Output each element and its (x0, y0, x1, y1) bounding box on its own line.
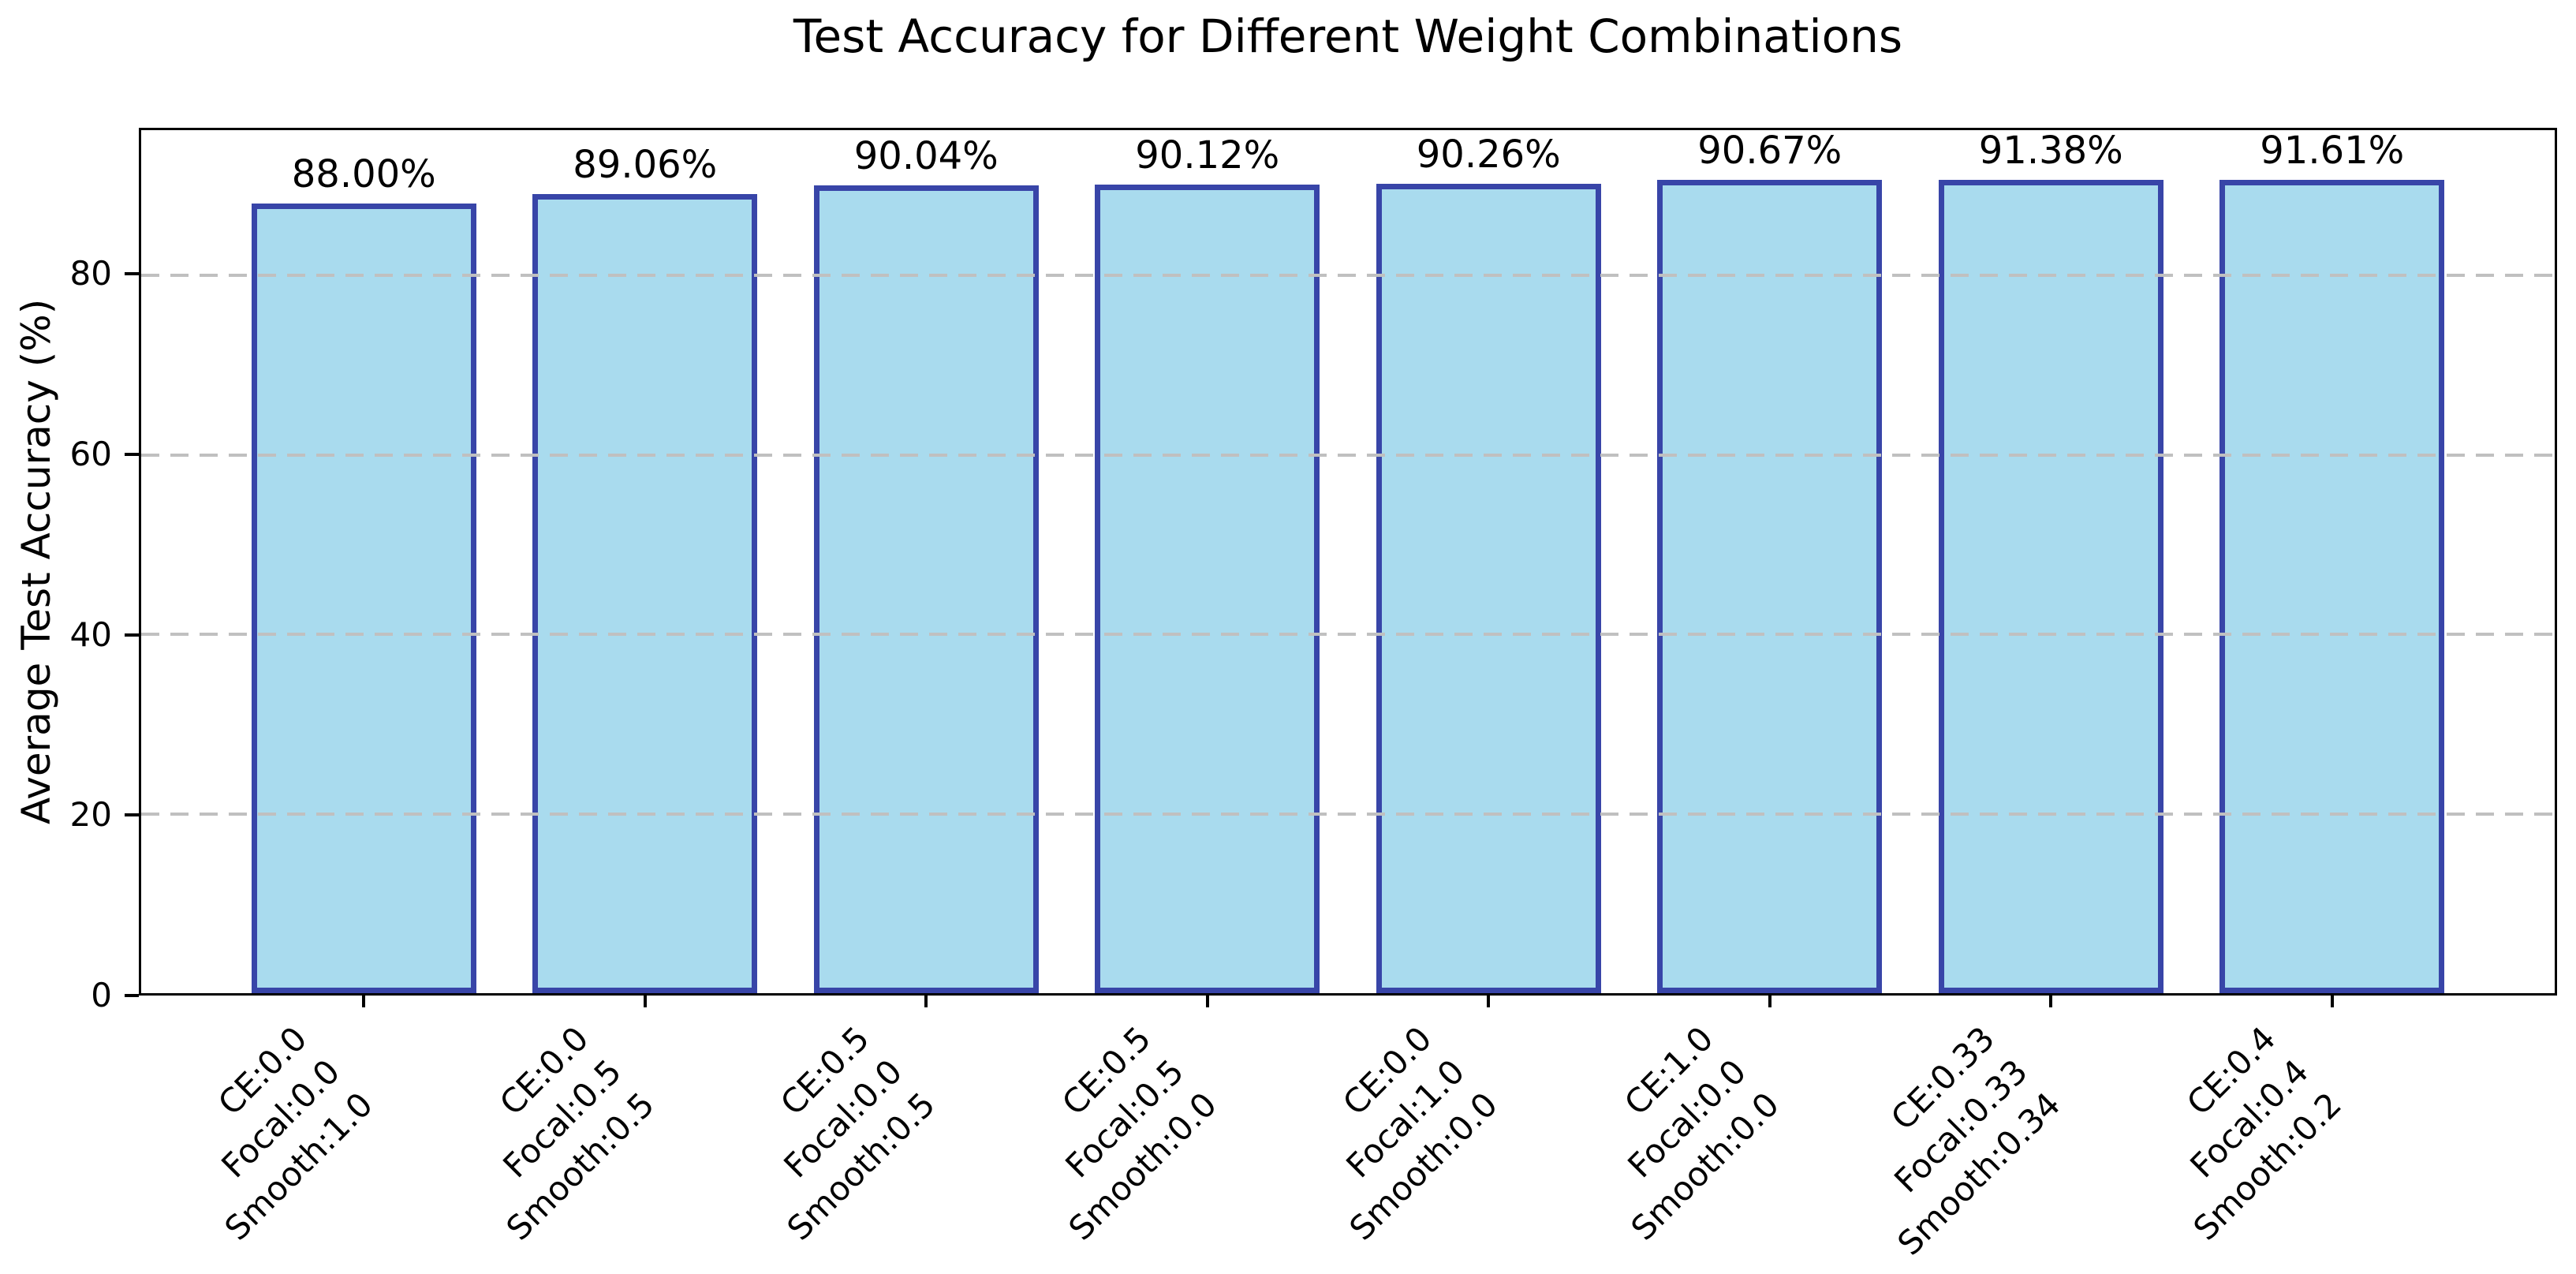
bar-value-label: 88.00% (291, 152, 436, 197)
y-tick-label: 40 (69, 615, 112, 654)
bar (251, 204, 476, 993)
bar-value-label: 90.12% (1135, 133, 1280, 178)
x-tick-mark (643, 995, 647, 1007)
plot-area: 88.00% CE:0.0 Focal:0.0 Smooth:1.0 89.06… (139, 128, 2557, 1262)
bar (1938, 179, 2163, 993)
x-tick-label: CE:0.0 Focal:0.0 Smooth:1.0 (149, 1017, 383, 1251)
y-tick-label: 80 (69, 254, 112, 293)
y-tick-label: 60 (69, 434, 112, 473)
bar-group: 90.26% CE:0.0 Focal:1.0 Smooth:0.0 (1335, 130, 1630, 1247)
bar-value-label: 91.61% (2260, 129, 2405, 173)
x-tick-mark (362, 995, 366, 1007)
y-axis: 0 20 40 60 80 (0, 128, 139, 1014)
bar-value-label: 91.38% (1978, 129, 2123, 173)
x-tick-label: CE:0.33 Focal:0.33 Smooth:0.34 (1822, 1017, 2070, 1265)
gridline (141, 274, 2555, 278)
y-tick-mark (125, 813, 139, 817)
gridline (141, 812, 2555, 816)
bar-value-label: 89.06% (573, 143, 718, 188)
x-tick-label: CE:0.5 Focal:0.5 Smooth:0.0 (993, 1017, 1227, 1251)
bar-value-label: 90.67% (1697, 129, 1842, 174)
chart-title: Test Accuracy for Different Weight Combi… (793, 9, 1903, 63)
bar-group: 89.06% CE:0.0 Focal:0.5 Smooth:0.5 (492, 130, 786, 1247)
bar-group: 90.12% CE:0.5 Focal:0.5 Smooth:0.0 (1055, 130, 1349, 1247)
y-tick-label: 0 (91, 976, 112, 1014)
x-tick-mark (1487, 995, 1491, 1007)
y-tick-mark (125, 994, 139, 997)
x-tick-label: CE:0.4 Focal:0.4 Smooth:0.2 (2118, 1017, 2352, 1251)
x-tick-mark (1768, 995, 1771, 1007)
bars-container: 88.00% CE:0.0 Focal:0.0 Smooth:1.0 89.06… (141, 129, 2555, 1262)
bar-group: 90.67% CE:1.0 Focal:0.0 Smooth:0.0 (1617, 129, 1911, 1247)
x-tick-mark (1205, 995, 1209, 1007)
bar-group: 88.00% CE:0.0 Focal:0.0 Smooth:1.0 (211, 130, 505, 1247)
y-tick-mark (125, 452, 139, 456)
y-tick-mark (125, 633, 139, 637)
bar-group: 91.61% CE:0.4 Focal:0.4 Smooth:0.2 (2179, 129, 2473, 1247)
x-tick-mark (2330, 995, 2334, 1007)
bar (532, 194, 758, 993)
bar (1376, 183, 1601, 993)
y-tick-mark (125, 272, 139, 276)
x-tick-mark (2049, 995, 2053, 1007)
bar (1657, 179, 1883, 993)
y-tick-label: 20 (69, 795, 112, 835)
bar (813, 185, 1039, 993)
x-tick-label: CE:1.0 Focal:0.0 Smooth:0.0 (1555, 1017, 1790, 1251)
bar (2219, 179, 2445, 993)
x-tick-mark (924, 995, 928, 1007)
gridline (141, 633, 2555, 637)
bar-value-label: 90.04% (853, 134, 999, 179)
bar-group: 91.38% CE:0.33 Focal:0.33 Smooth:0.34 (1883, 129, 2192, 1262)
x-tick-label: CE:0.5 Focal:0.0 Smooth:0.5 (711, 1017, 946, 1251)
bar-group: 90.04% CE:0.5 Focal:0.0 Smooth:0.5 (773, 130, 1067, 1247)
x-tick-label: CE:0.0 Focal:0.5 Smooth:0.5 (431, 1017, 665, 1251)
bar-value-label: 90.26% (1416, 132, 1561, 177)
bar (1095, 185, 1320, 993)
gridline (141, 453, 2555, 457)
x-tick-label: CE:0.0 Focal:1.0 Smooth:0.0 (1274, 1017, 1508, 1251)
